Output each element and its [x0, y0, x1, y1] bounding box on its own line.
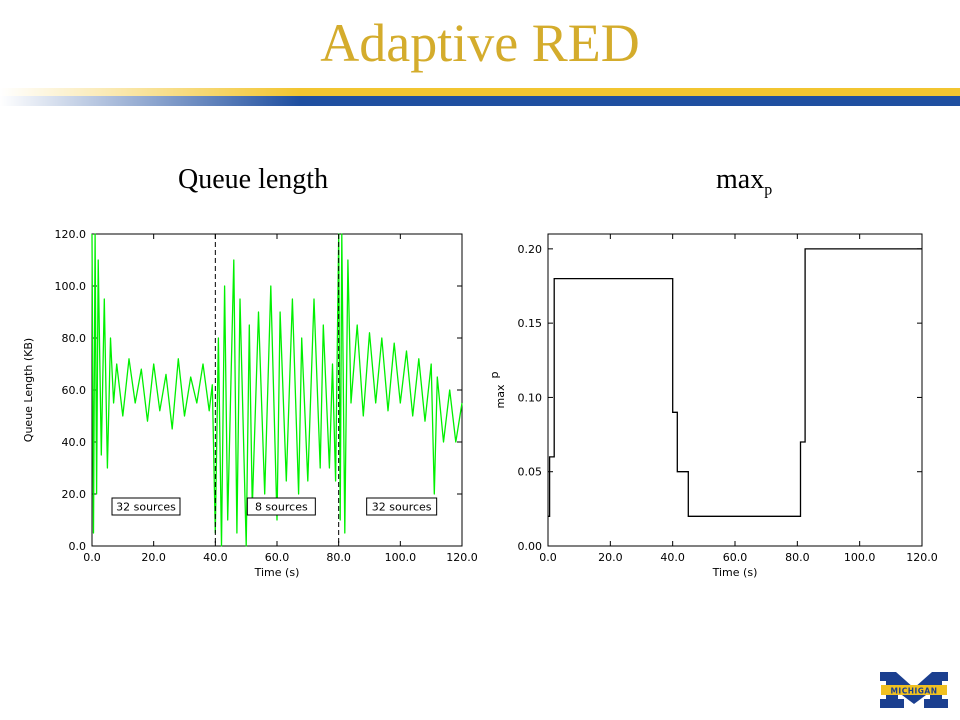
- slide-title: Adaptive RED: [320, 13, 640, 73]
- x-tick-label: 60.0: [265, 551, 290, 564]
- x-tick-label: 100.0: [844, 551, 876, 564]
- max-p-label: maxp: [716, 163, 772, 208]
- y-axis-label: Queue Length (KB): [22, 338, 35, 442]
- phase-label-box: [366, 497, 438, 516]
- x-tick-label: 80.0: [326, 551, 351, 564]
- max-p-label-sub: p: [764, 181, 773, 199]
- block-m-band: [881, 685, 947, 695]
- phase-label: 32 sources: [372, 501, 432, 514]
- y-tick-label: 40.0: [62, 436, 87, 449]
- phase-label: 8 sources: [255, 501, 308, 514]
- x-tick-label: 40.0: [203, 551, 228, 564]
- queue-length-chart: 0.0 20.0 40.0 60.0 80.0 100.0 120.0 0.0 20.0 40.0…: [22, 228, 478, 579]
- max-p-label-base: max: [716, 164, 765, 195]
- y-tick-label: 0.10: [518, 391, 543, 404]
- block-m-icon: MICHIGAN: [880, 672, 948, 708]
- title-rule-yellow: [0, 88, 960, 96]
- x-tick-label: 60.0: [723, 551, 748, 564]
- queue-length-series: [91, 233, 463, 547]
- x-tick-label: 0.0: [83, 551, 101, 564]
- y-tick-label: 120.0: [55, 228, 87, 241]
- max-p-series: [548, 248, 922, 517]
- y-tick-label: 20.0: [62, 488, 87, 501]
- title-rule-fade: [0, 88, 300, 106]
- y-tick-label: 0.15: [518, 317, 543, 330]
- y-axis-label-base: max: [494, 384, 507, 408]
- x-tick-label: 0.0: [539, 551, 557, 564]
- phase-label-box: [111, 497, 181, 516]
- max-p-chart: 0.0 20.0 40.0 60.0 80.0 100.0 120.0 0.00 0.05 0.1…: [492, 233, 938, 579]
- y-axis-label: max p: [492, 372, 507, 409]
- y-tick-label: 0.20: [518, 243, 543, 256]
- x-tick-label: 120.0: [446, 551, 478, 564]
- y-tick-label: 80.0: [62, 332, 87, 345]
- x-axis-label: Time (s): [254, 566, 300, 579]
- x-tick-label: 20.0: [598, 551, 623, 564]
- y-axis-label-sub: p: [492, 372, 501, 379]
- y-tick-label: 0.0: [69, 540, 87, 553]
- plot-frame: [547, 233, 923, 547]
- y-tick-label: 60.0: [62, 384, 87, 397]
- x-tick-label: 120.0: [906, 551, 938, 564]
- y-tick-label: 0.00: [518, 540, 543, 553]
- x-tick-label: 80.0: [785, 551, 810, 564]
- queue-length-label: Queue length: [178, 164, 329, 195]
- x-tick-label: 40.0: [660, 551, 685, 564]
- x-tick-label: 20.0: [141, 551, 166, 564]
- y-tick-label: 0.05: [518, 466, 543, 479]
- x-tick-label: 100.0: [385, 551, 417, 564]
- x-axis-label: Time (s): [712, 566, 758, 579]
- title-rule-blue: [0, 96, 960, 106]
- phase-label-box: [246, 497, 316, 516]
- block-m-wordmark: MICHIGAN: [890, 687, 937, 696]
- y-tick-label: 100.0: [55, 280, 87, 293]
- phase-label: 32 sources: [116, 501, 176, 514]
